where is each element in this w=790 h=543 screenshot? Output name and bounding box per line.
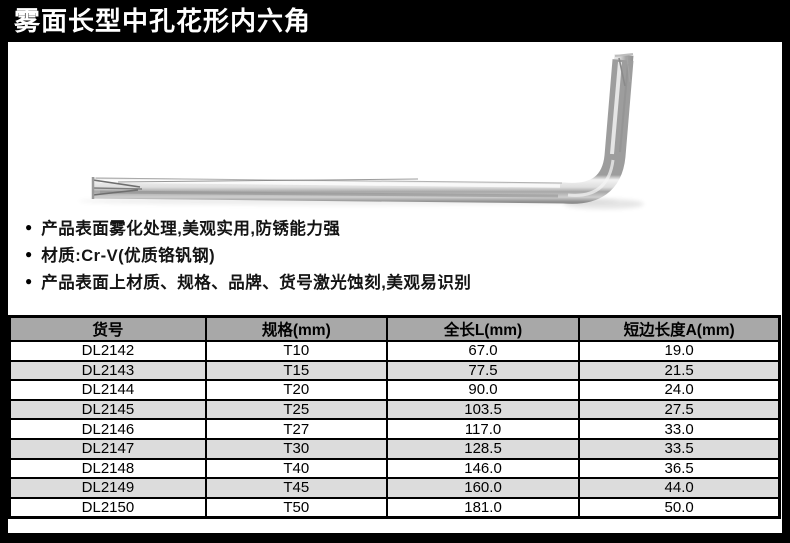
content-area: ● 产品表面雾化处理,美观实用,防锈能力强 ● 材质:Cr-V(优质铬钒钢) ●…	[8, 42, 782, 533]
feature-item: ● 材质:Cr-V(优质铬钒钢)	[25, 240, 775, 267]
table-header-row: 货号 规格(mm) 全长L(mm) 短边长度A(mm)	[8, 315, 781, 342]
table-row: DL2146 T27 117.0 33.0	[8, 418, 781, 440]
table-row: DL2147 T30 128.5 33.5	[8, 437, 781, 460]
col-header-spec: 规格(mm)	[204, 315, 388, 342]
col-header-short-side: 短边长度A(mm)	[578, 315, 781, 342]
table-row: DL2144 T20 90.0 24.0	[8, 379, 781, 401]
bullet-icon: ●	[25, 246, 33, 261]
table-row: DL2150 T50 181.0 50.0	[8, 496, 781, 519]
feature-text: 产品表面上材质、规格、品牌、货号激光蚀刻,美观易识别	[41, 273, 472, 292]
product-image	[8, 42, 782, 214]
table-row: DL2142 T10 67.0 19.0	[8, 340, 781, 362]
table-row: DL2145 T25 103.5 27.5	[8, 398, 781, 421]
feature-text: 材质:Cr-V(优质铬钒钢)	[41, 246, 216, 265]
torx-l-key-graphic	[78, 53, 644, 209]
page-title: 雾面长型中孔花形内六角	[0, 0, 790, 42]
table-row: DL2143 T15 77.5 21.5	[8, 359, 781, 382]
col-header-total-length: 全长L(mm)	[385, 315, 581, 342]
feature-item: ● 产品表面雾化处理,美观实用,防锈能力强	[25, 213, 775, 240]
table-row: DL2148 T40 146.0 36.5	[8, 457, 781, 480]
bullet-icon: ●	[25, 219, 33, 234]
feature-text: 产品表面雾化处理,美观实用,防锈能力强	[41, 219, 341, 238]
table-row: DL2149 T45 160.0 44.0	[8, 477, 781, 499]
col-header-item-no: 货号	[8, 315, 207, 342]
feature-list: ● 产品表面雾化处理,美观实用,防锈能力强 ● 材质:Cr-V(优质铬钒钢) ●…	[25, 213, 775, 294]
feature-item: ● 产品表面上材质、规格、品牌、货号激光蚀刻,美观易识别	[25, 267, 775, 294]
spec-table: 货号 规格(mm) 全长L(mm) 短边长度A(mm) DL2142 T10 67.…	[8, 315, 781, 520]
bullet-icon: ●	[25, 273, 33, 288]
